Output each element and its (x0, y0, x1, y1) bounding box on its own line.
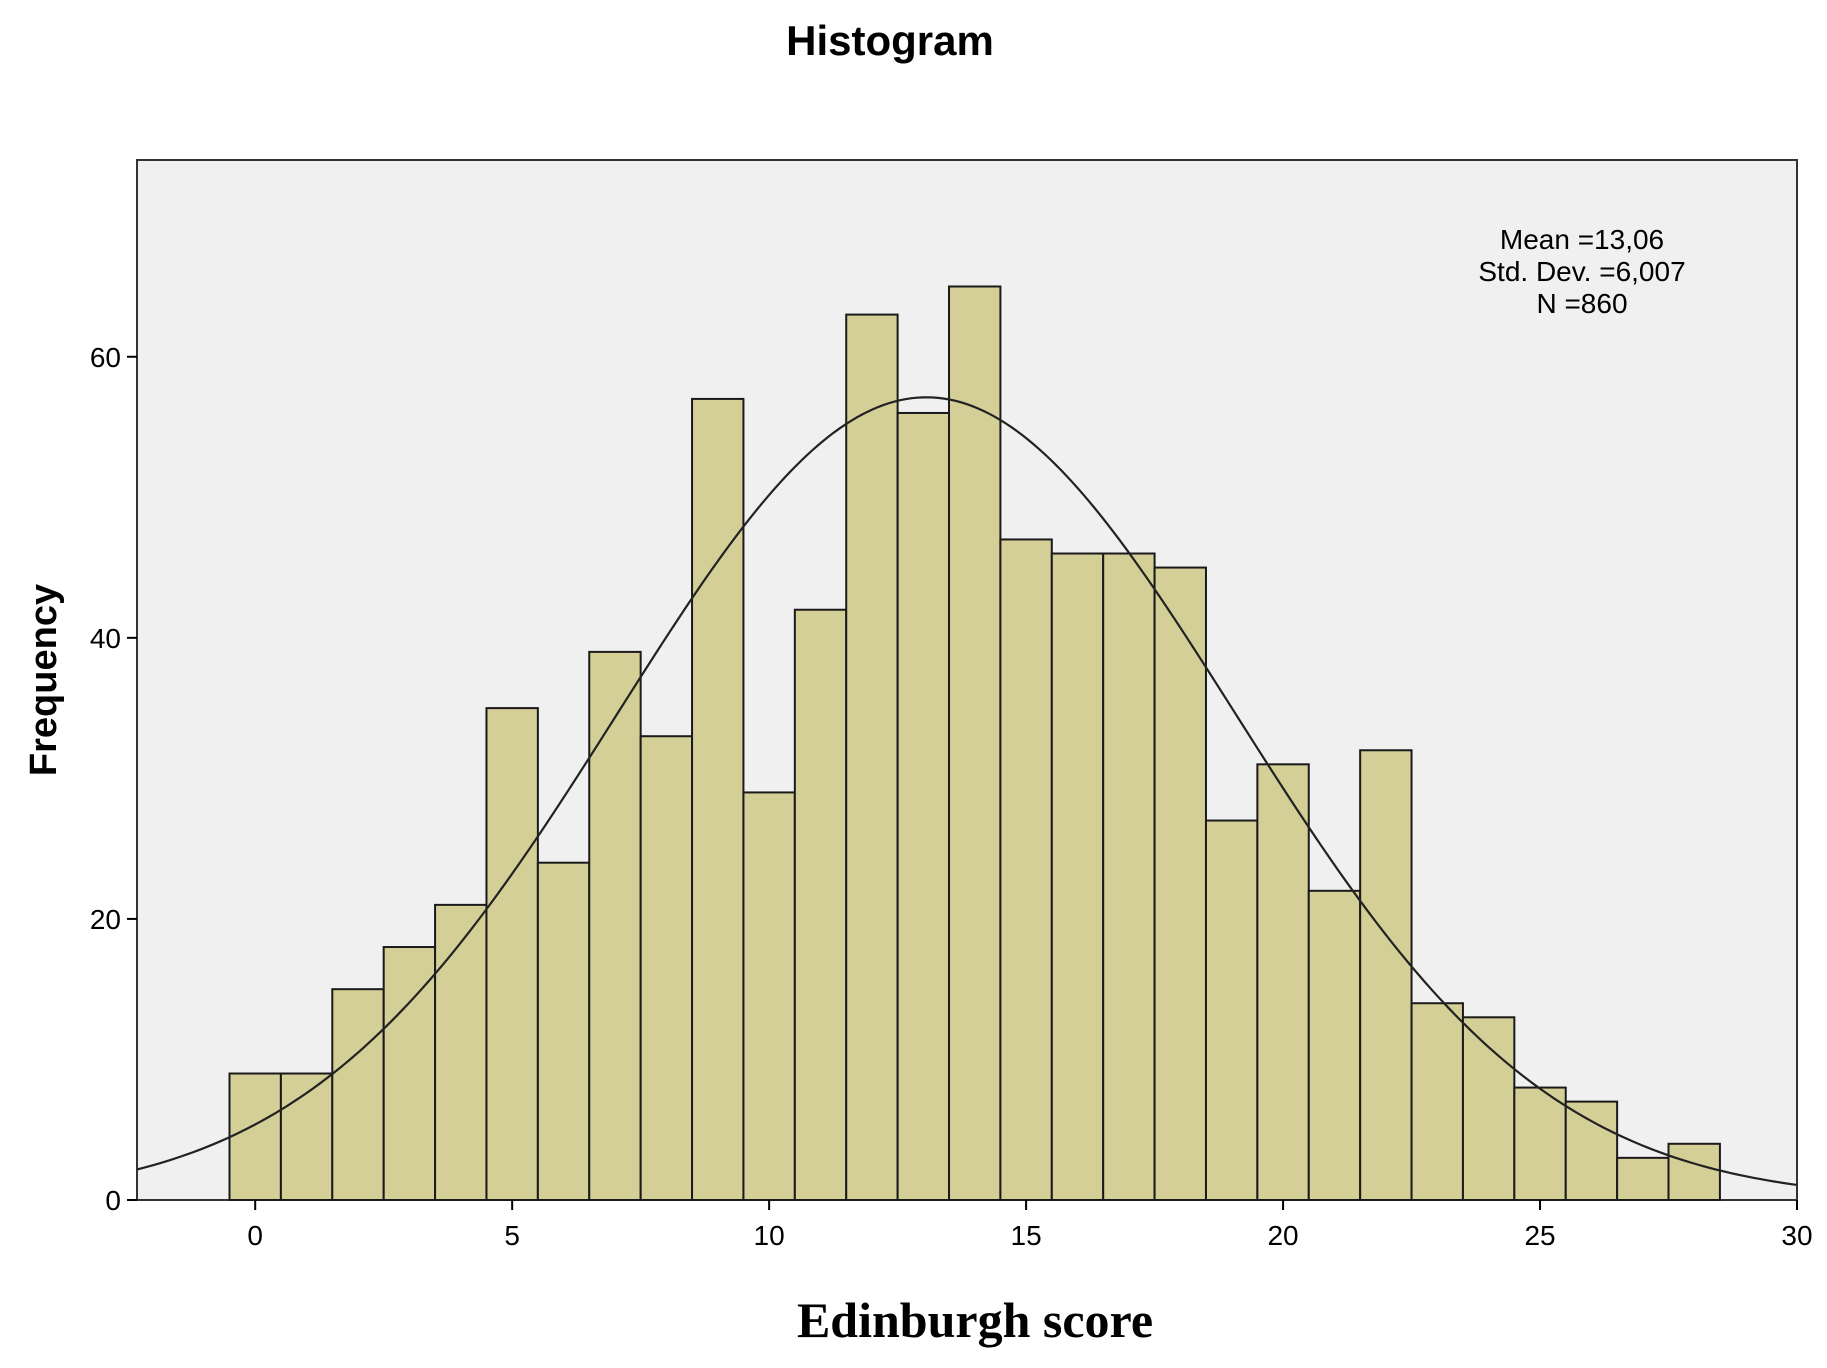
y-axis: 0 20 40 60 (90, 342, 137, 1216)
chart-title: Histogram (786, 17, 994, 64)
histogram-bar (1667, 1142, 1721, 1202)
x-tick-label: 30 (1781, 1220, 1812, 1251)
histogram-bar (896, 411, 951, 1201)
stats-std-dev: Std. Dev. =6,007 (1478, 256, 1685, 287)
histogram-bar (1153, 566, 1207, 1201)
histogram-bar (228, 1072, 282, 1202)
histogram-bar (742, 791, 796, 1201)
histogram-bar (588, 650, 642, 1201)
y-axis-label: Frequency (23, 584, 65, 776)
histogram-bar (1564, 1100, 1619, 1201)
histogram-bar (1616, 1156, 1670, 1202)
x-tick-label: 20 (1267, 1220, 1298, 1251)
histogram-bar (1410, 1002, 1464, 1201)
histogram-bar (948, 285, 1002, 1201)
x-axis-label: Edinburgh score (797, 1292, 1153, 1348)
y-tick-label: 0 (105, 1185, 121, 1216)
stats-box: Mean =13,06 Std. Dev. =6,007 N =860 (1478, 224, 1685, 319)
y-tick-label: 20 (90, 904, 121, 935)
histogram-bar (793, 608, 848, 1201)
histogram-bar (1461, 1016, 1516, 1201)
histogram-bar (1307, 889, 1362, 1201)
x-tick-label: 10 (754, 1220, 785, 1251)
normal-curve (136, 396, 1798, 1187)
x-axis: 0 5 10 15 20 25 30 (247, 1200, 1813, 1251)
stats-mean: Mean =13,06 (1500, 224, 1664, 255)
x-tick-label: 15 (1011, 1220, 1042, 1251)
histogram-bar (434, 903, 488, 1201)
histogram-bar (1204, 819, 1259, 1201)
histogram-bars (228, 285, 1721, 1202)
histogram-bar (691, 397, 745, 1201)
x-tick-label: 5 (504, 1220, 520, 1251)
histogram-bar (485, 707, 539, 1201)
histogram-bar (999, 538, 1053, 1201)
x-tick-label: 0 (247, 1220, 263, 1251)
histogram-bar (382, 946, 437, 1202)
histogram-bar (845, 313, 899, 1201)
stats-n: N =860 (1536, 288, 1627, 319)
histogram-bar (279, 1072, 334, 1202)
histogram-bar (1256, 763, 1310, 1202)
y-tick-label: 60 (90, 342, 121, 373)
y-tick-label: 40 (90, 623, 121, 654)
histogram-bar (639, 735, 694, 1201)
histogram-bar (1050, 552, 1105, 1201)
histogram-bar (331, 988, 385, 1202)
histogram-bar (536, 861, 591, 1201)
x-tick-label: 25 (1524, 1220, 1555, 1251)
histogram-bar (1359, 749, 1413, 1201)
histogram-bar (1513, 1086, 1567, 1202)
histogram-bar (1102, 552, 1156, 1201)
